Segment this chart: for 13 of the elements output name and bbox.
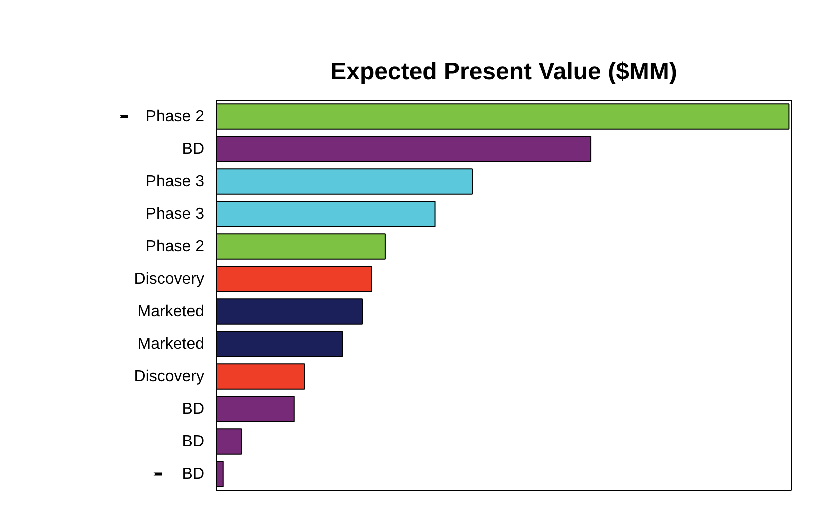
y-tick-label: Phase 3: [146, 206, 205, 223]
y-tick-label: BD: [182, 140, 205, 158]
y-tick-label: Phase 3: [146, 173, 205, 190]
y-tick-label: Phase 2: [146, 238, 205, 256]
chart-title: Expected Present Value ($MM): [330, 58, 678, 86]
y-tick-label: Phase 2: [146, 108, 205, 126]
y-tick-label: Discovery: [134, 368, 204, 386]
y-tick-label: BD: [182, 400, 205, 418]
y-tick-label: Marketed: [138, 336, 205, 353]
y-tick-label: Marketed: [138, 303, 205, 320]
y-tick-label: Discovery: [134, 270, 204, 288]
y-tick-label: BD: [182, 433, 205, 450]
y-tick-label: BD: [182, 466, 205, 483]
